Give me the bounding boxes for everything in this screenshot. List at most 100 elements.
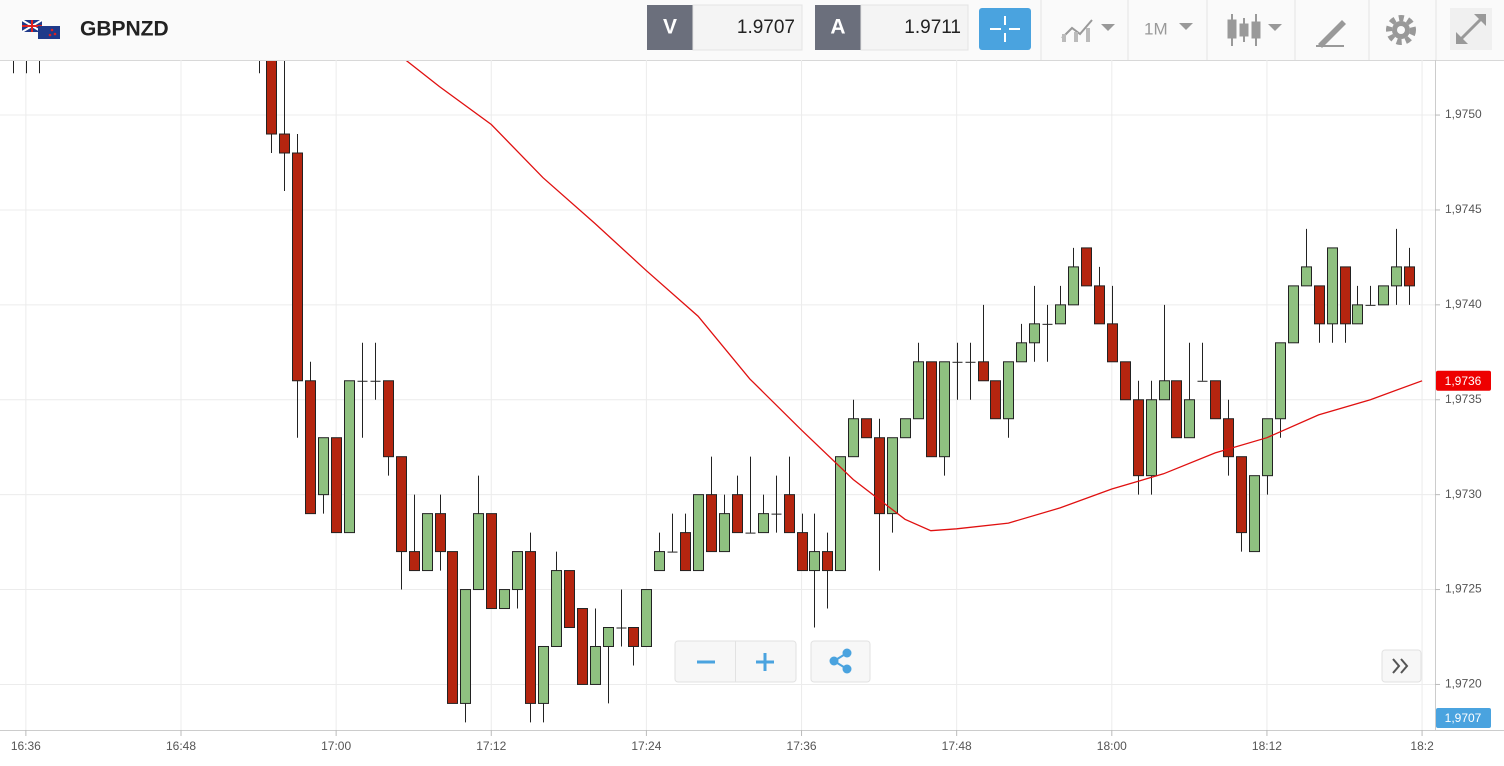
crosshair-button[interactable] [979, 8, 1031, 50]
candle-body [900, 418, 911, 439]
candle-body [1262, 418, 1273, 477]
zoom-controls [674, 640, 1422, 683]
timeframe-button[interactable]: 1M [1144, 19, 1193, 38]
candle-body [1365, 304, 1376, 306]
indicator-button[interactable] [1061, 19, 1115, 42]
x-tick-label: 16:36 [11, 739, 41, 753]
sell-label: V [663, 16, 677, 39]
candle-body [797, 532, 808, 572]
candle-body [861, 418, 872, 439]
y-tick-label: 1,9740 [1445, 297, 1482, 311]
draw-button[interactable] [1316, 20, 1346, 48]
candle-body [1352, 304, 1363, 325]
buy-button[interactable] [815, 5, 861, 50]
candle-body [1029, 323, 1040, 344]
price-marker-label: 1,9707 [1445, 711, 1482, 725]
fullscreen-button[interactable] [1450, 8, 1492, 50]
x-tick-label: 17:12 [476, 739, 506, 753]
candle-body [357, 380, 368, 382]
candle-body [512, 551, 523, 591]
y-tick-label: 1,9735 [1445, 392, 1482, 406]
candle-body [1016, 342, 1027, 363]
candle-body [1327, 247, 1338, 325]
x-tick-label: 18:12 [1252, 739, 1282, 753]
candle-body [732, 494, 743, 534]
candle-body [1133, 399, 1144, 477]
candle-body [603, 627, 614, 647]
settings-button[interactable] [1386, 15, 1416, 45]
candle-body [564, 570, 575, 629]
candle-body [654, 551, 665, 572]
candle-body [331, 437, 342, 534]
candle-body [952, 361, 963, 363]
moving-average-line [405, 61, 1423, 532]
candle-body [422, 513, 433, 572]
candle-body [719, 513, 730, 553]
candle-body [1223, 418, 1234, 458]
candle-body [1146, 399, 1157, 477]
candle-body [370, 380, 381, 382]
x-tick-label: 17:48 [942, 739, 972, 753]
candle-body [680, 532, 691, 572]
candle-body [473, 513, 484, 591]
plot-area [13, 61, 1423, 723]
candle-body [1184, 399, 1195, 439]
candle-body [1197, 380, 1208, 382]
candle-body [784, 494, 795, 534]
buy-price-box [860, 4, 969, 51]
candle-body [1249, 475, 1260, 553]
zoom-in-button[interactable] [756, 653, 774, 671]
candle-body [939, 361, 950, 458]
candle-body [383, 380, 394, 458]
x-tick-label: 18:2 [1410, 739, 1434, 753]
candle-body [706, 494, 717, 553]
candle-body [835, 456, 846, 572]
candle-body [1055, 304, 1066, 325]
candle-body [926, 361, 937, 458]
candle-body [1391, 266, 1402, 287]
toolbar: GBPNZD V 1.9707 A 1.9711 1M [0, 0, 1504, 61]
sell-button[interactable] [647, 5, 693, 50]
candle-body [1301, 266, 1312, 287]
candle-body [447, 551, 458, 704]
x-tick-label: 16:48 [166, 739, 196, 753]
timeframe: 1M [1144, 19, 1168, 38]
candle-body [1210, 380, 1221, 420]
candle-body [667, 551, 678, 553]
candle-body [848, 418, 859, 458]
candle-body [1081, 247, 1092, 287]
candle-body [745, 532, 756, 534]
candle-body [616, 627, 627, 629]
candle-body [344, 380, 355, 534]
buy-price: 1.9711 [904, 17, 961, 38]
grid [0, 60, 1435, 730]
candle-body [551, 570, 562, 647]
candle-body [266, 61, 277, 135]
chart-type-button[interactable] [1227, 14, 1282, 46]
candle-body [1378, 285, 1389, 306]
candle-body [409, 551, 420, 572]
candle-body [822, 551, 833, 572]
candle-body [305, 380, 316, 515]
price-marker [1436, 708, 1491, 728]
candle-body [460, 589, 471, 704]
share-button[interactable] [810, 640, 871, 683]
candle-body [1171, 380, 1182, 439]
axes: 1,9720 1,9725 1,9730 1,9735 1,9740 1,9745 1,97… [11, 107, 1491, 753]
candle-body [990, 380, 1001, 420]
candle-body [1236, 456, 1247, 534]
x-tick-label: 18:00 [1097, 739, 1127, 753]
candle-body [628, 627, 639, 647]
candle-body [1094, 285, 1105, 325]
candle-body [590, 645, 601, 685]
price-marker-label: 1,9736 [1445, 374, 1482, 388]
candle-body [1288, 285, 1299, 344]
candle-body [1340, 266, 1351, 325]
y-tick-label: 1,9730 [1445, 487, 1482, 501]
candle-body [874, 437, 885, 515]
scroll-right-button[interactable] [1381, 649, 1422, 683]
candle-body [1003, 361, 1014, 420]
candle-body [1107, 323, 1118, 363]
y-tick-label: 1,9745 [1445, 202, 1482, 216]
